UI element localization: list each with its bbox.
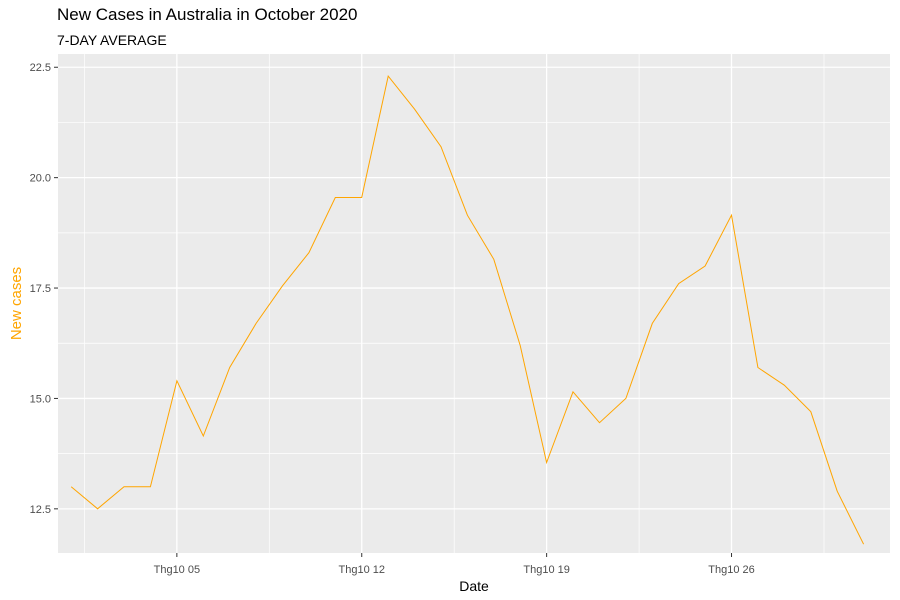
plot-panel	[58, 54, 890, 553]
y-tick-label: 15.0	[30, 393, 51, 405]
x-tick-label: Thg10 26	[708, 564, 754, 576]
y-tick-label: 12.5	[30, 504, 51, 516]
y-tick-label: 22.5	[30, 62, 51, 74]
minor-x-grid	[84, 54, 825, 553]
y-axis-label: New cases	[8, 267, 25, 340]
y-tick-label: 20.0	[30, 173, 51, 185]
chart-title: New Cases in Australia in October 2020	[57, 5, 358, 24]
minor-y-grid	[58, 122, 890, 454]
x-axis-label: Date	[459, 578, 489, 594]
x-tick-label: Thg10 19	[523, 564, 569, 576]
chart-subtitle: 7-DAY AVERAGE	[57, 32, 167, 48]
series-line	[70, 74, 865, 545]
x-axis: Thg10 05 Thg10 12 Thg10 19 Thg10 26	[154, 553, 755, 576]
y-axis: 12.5 15.0 17.5 20.0 22.5	[30, 62, 58, 516]
x-tick-label: Thg10 12	[339, 564, 385, 576]
x-tick-label: Thg10 05	[154, 564, 200, 576]
y-tick-label: 17.5	[30, 283, 51, 295]
major-y-grid	[58, 66, 890, 510]
major-x-grid	[176, 54, 733, 553]
